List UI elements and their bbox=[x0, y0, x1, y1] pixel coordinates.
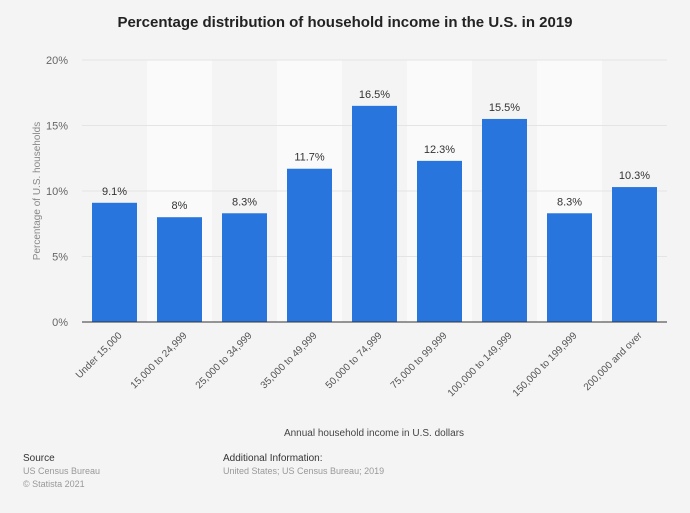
data-label: 12.3% bbox=[424, 144, 455, 156]
bar bbox=[352, 105, 397, 322]
data-label: 8.3% bbox=[557, 196, 582, 208]
copyright-text: © Statista 2021 bbox=[23, 479, 85, 489]
data-label: 9.1% bbox=[102, 186, 127, 198]
chart-title: Percentage distribution of household inc… bbox=[117, 14, 573, 31]
y-tick-label: 0% bbox=[52, 317, 68, 329]
y-tick-label: 5% bbox=[52, 252, 68, 264]
data-label: 8.3% bbox=[232, 196, 257, 208]
bar bbox=[417, 160, 462, 322]
x-tick-label: 150,000 to 199,999 bbox=[511, 330, 580, 399]
x-axis-title: Annual household income in U.S. dollars bbox=[284, 428, 464, 439]
data-label: 11.7% bbox=[294, 152, 325, 164]
x-tick-label: Under 15,000 bbox=[74, 330, 125, 381]
x-tick-label: 15,000 to 24,999 bbox=[129, 330, 190, 391]
y-tick-label: 15% bbox=[46, 121, 68, 133]
bar bbox=[157, 217, 202, 322]
bar bbox=[547, 213, 592, 322]
bar bbox=[287, 168, 332, 322]
x-tick-label: 200,000 and over bbox=[582, 330, 645, 393]
data-label: 8% bbox=[172, 200, 188, 212]
x-tick-label: 100,000 to 149,999 bbox=[446, 330, 515, 399]
x-tick-label: 75,000 to 99,999 bbox=[389, 330, 450, 391]
y-axis-title: Percentage of U.S. households bbox=[32, 122, 43, 260]
bar bbox=[92, 202, 137, 322]
additional-info-block: Additional Information: United States; U… bbox=[223, 452, 384, 478]
x-tick-label: 25,000 to 34,999 bbox=[194, 330, 255, 391]
bar bbox=[222, 213, 267, 322]
bar bbox=[482, 118, 527, 322]
source-block: Source US Census Bureau © Statista 2021 bbox=[23, 452, 100, 491]
x-tick-label: 35,000 to 49,999 bbox=[259, 330, 320, 391]
source-heading: Source bbox=[23, 453, 55, 464]
x-tick-label: 50,000 to 74,999 bbox=[324, 330, 385, 391]
additional-info-heading: Additional Information: bbox=[223, 453, 323, 464]
data-label: 16.5% bbox=[359, 89, 390, 101]
additional-info-text: United States; US Census Bureau; 2019 bbox=[223, 466, 385, 476]
y-tick-label: 10% bbox=[46, 186, 68, 198]
bar bbox=[612, 187, 657, 322]
source-text: US Census Bureau bbox=[23, 466, 101, 476]
y-tick-label: 20% bbox=[46, 55, 68, 67]
data-label: 10.3% bbox=[619, 170, 650, 182]
data-label: 15.5% bbox=[489, 102, 520, 114]
